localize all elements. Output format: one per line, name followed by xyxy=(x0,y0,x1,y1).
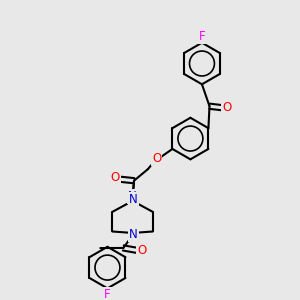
Text: O: O xyxy=(110,171,120,184)
Text: O: O xyxy=(152,152,161,165)
Text: O: O xyxy=(137,244,146,257)
Text: F: F xyxy=(104,288,111,300)
Text: N: N xyxy=(129,193,137,206)
Text: F: F xyxy=(199,30,205,43)
Text: N: N xyxy=(129,228,137,241)
Text: O: O xyxy=(222,101,232,114)
Text: N: N xyxy=(128,190,137,203)
